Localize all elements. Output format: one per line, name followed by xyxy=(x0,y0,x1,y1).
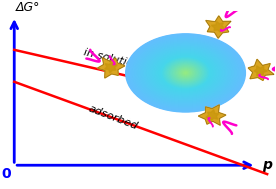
Circle shape xyxy=(174,66,197,80)
Circle shape xyxy=(145,46,226,99)
Circle shape xyxy=(150,50,221,96)
Circle shape xyxy=(169,62,202,84)
Circle shape xyxy=(132,38,239,108)
Circle shape xyxy=(141,44,230,102)
Circle shape xyxy=(179,69,192,77)
Circle shape xyxy=(156,54,215,92)
Circle shape xyxy=(142,45,229,101)
Circle shape xyxy=(137,41,234,105)
Circle shape xyxy=(156,53,216,92)
Circle shape xyxy=(150,50,221,96)
Circle shape xyxy=(128,35,243,111)
Circle shape xyxy=(154,52,217,93)
Circle shape xyxy=(177,67,195,79)
Polygon shape xyxy=(198,105,226,125)
Circle shape xyxy=(134,39,237,107)
Circle shape xyxy=(153,52,218,94)
Circle shape xyxy=(159,55,213,91)
Circle shape xyxy=(132,38,239,108)
Circle shape xyxy=(183,71,188,74)
Polygon shape xyxy=(206,16,231,38)
Circle shape xyxy=(147,47,224,98)
Circle shape xyxy=(181,70,190,76)
Circle shape xyxy=(139,42,233,104)
Circle shape xyxy=(147,48,224,98)
Circle shape xyxy=(171,63,201,83)
Circle shape xyxy=(131,37,240,108)
Circle shape xyxy=(175,66,196,80)
Circle shape xyxy=(136,41,235,105)
Polygon shape xyxy=(105,62,117,73)
Circle shape xyxy=(149,49,222,97)
Circle shape xyxy=(139,43,232,103)
Circle shape xyxy=(183,71,189,75)
Circle shape xyxy=(171,64,200,82)
Circle shape xyxy=(157,54,214,91)
Polygon shape xyxy=(206,110,219,120)
Circle shape xyxy=(136,40,236,106)
Circle shape xyxy=(174,65,198,81)
Circle shape xyxy=(173,65,198,81)
Circle shape xyxy=(133,39,238,107)
Circle shape xyxy=(144,46,227,100)
Circle shape xyxy=(129,36,242,110)
Circle shape xyxy=(144,46,227,100)
Circle shape xyxy=(164,59,207,87)
Circle shape xyxy=(161,57,210,89)
Circle shape xyxy=(126,34,245,112)
Circle shape xyxy=(168,61,203,85)
Circle shape xyxy=(164,59,206,87)
Text: p: p xyxy=(262,158,272,172)
Circle shape xyxy=(126,34,245,112)
Circle shape xyxy=(127,35,244,111)
Circle shape xyxy=(168,62,203,84)
Circle shape xyxy=(158,55,213,91)
Circle shape xyxy=(163,58,208,88)
Circle shape xyxy=(185,72,186,73)
Circle shape xyxy=(143,45,228,101)
Circle shape xyxy=(152,51,219,95)
Text: ΔG°: ΔG° xyxy=(16,1,40,14)
Circle shape xyxy=(153,51,219,94)
Circle shape xyxy=(162,58,209,88)
Circle shape xyxy=(155,53,216,93)
Polygon shape xyxy=(97,58,125,78)
Circle shape xyxy=(180,69,192,77)
Circle shape xyxy=(160,56,211,90)
Circle shape xyxy=(151,50,220,95)
Circle shape xyxy=(148,49,223,97)
Circle shape xyxy=(138,42,233,104)
Circle shape xyxy=(177,67,194,78)
Circle shape xyxy=(129,36,242,110)
Circle shape xyxy=(170,63,201,83)
Circle shape xyxy=(166,60,205,86)
Text: adsorbed: adsorbed xyxy=(87,103,140,131)
Polygon shape xyxy=(211,22,224,32)
Circle shape xyxy=(182,70,189,75)
Circle shape xyxy=(180,70,191,76)
Circle shape xyxy=(141,44,230,102)
Circle shape xyxy=(135,40,237,106)
Circle shape xyxy=(146,47,225,99)
Circle shape xyxy=(176,67,195,79)
Circle shape xyxy=(165,60,206,86)
Circle shape xyxy=(172,64,199,82)
Circle shape xyxy=(162,57,209,88)
Circle shape xyxy=(130,37,241,109)
Circle shape xyxy=(140,43,231,103)
Polygon shape xyxy=(248,59,274,81)
Circle shape xyxy=(160,56,212,90)
Text: in solution: in solution xyxy=(83,47,141,70)
Circle shape xyxy=(167,61,204,85)
Circle shape xyxy=(184,72,187,74)
Polygon shape xyxy=(254,66,267,76)
Text: 0: 0 xyxy=(1,167,11,181)
Circle shape xyxy=(178,68,193,78)
